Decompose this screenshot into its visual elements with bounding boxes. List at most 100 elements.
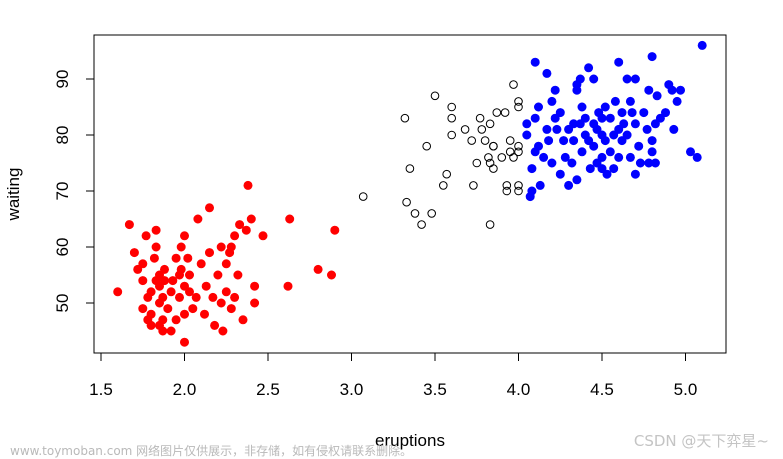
data-point-cluster-3 (609, 130, 619, 140)
data-point-cluster-3 (533, 141, 543, 151)
y-tick-label: 80 (53, 126, 72, 145)
data-point-cluster-2 (489, 141, 498, 151)
data-point-cluster-3 (580, 113, 590, 123)
data-point-cluster-2 (402, 197, 411, 207)
data-point-cluster-1 (230, 231, 240, 241)
data-point-cluster-1 (205, 248, 215, 258)
data-point-cluster-3 (572, 175, 582, 185)
x-axis-label: eruptions (375, 431, 445, 450)
data-point-cluster-1 (124, 220, 134, 230)
data-point-cluster-1 (158, 292, 168, 302)
data-point-cluster-3 (647, 147, 657, 157)
y-tick-label: 90 (53, 70, 72, 89)
data-point-cluster-1 (226, 242, 236, 252)
data-point-cluster-1 (151, 225, 161, 235)
data-point-cluster-3 (522, 119, 532, 129)
data-point-cluster-3 (619, 119, 629, 129)
data-point-cluster-3 (577, 147, 587, 157)
data-point-cluster-1 (208, 292, 218, 302)
data-point-cluster-3 (672, 96, 682, 106)
data-point-cluster-2 (447, 113, 457, 123)
data-point-cluster-2 (492, 108, 502, 117)
data-point-cluster-3 (622, 130, 632, 140)
data-point-cluster-1 (138, 259, 148, 269)
data-point-cluster-1 (210, 320, 220, 330)
data-point-cluster-3 (614, 124, 624, 134)
data-point-cluster-1 (218, 326, 228, 336)
x-tick-label: 1.5 (89, 380, 113, 399)
data-point-cluster-1 (235, 220, 245, 230)
data-point-cluster-3 (569, 136, 579, 146)
data-point-cluster-1 (146, 309, 156, 319)
data-point-cluster-1 (205, 203, 215, 213)
data-point-cluster-3 (609, 164, 619, 174)
data-point-cluster-3 (630, 119, 640, 129)
data-point-cluster-1 (133, 264, 143, 274)
data-point-cluster-1 (176, 242, 186, 252)
data-point-cluster-3 (527, 164, 537, 174)
data-point-cluster-1 (185, 270, 195, 280)
data-point-cluster-3 (625, 96, 635, 106)
data-point-cluster-2 (410, 209, 420, 218)
data-point-cluster-3 (585, 164, 595, 174)
data-point-cluster-2 (477, 125, 487, 134)
data-point-cluster-2 (358, 192, 368, 201)
data-point-cluster-3 (617, 136, 627, 146)
data-point-cluster-3 (605, 113, 615, 123)
data-point-cluster-3 (592, 158, 602, 168)
data-point-cluster-2 (475, 113, 485, 123)
data-point-cluster-1 (221, 259, 231, 269)
data-point-cluster-2 (485, 220, 495, 229)
data-point-cluster-3 (597, 113, 607, 123)
data-point-cluster-3 (547, 158, 557, 168)
data-point-cluster-3 (550, 113, 560, 123)
data-point-cluster-2 (514, 97, 523, 106)
data-point-cluster-1 (166, 287, 176, 297)
data-point-cluster-2 (447, 130, 457, 140)
data-point-cluster-3 (644, 85, 654, 95)
data-point-cluster-3 (627, 108, 637, 118)
data-point-cluster-1 (250, 281, 260, 291)
data-point-cluster-1 (155, 270, 165, 280)
data-point-cluster-1 (166, 326, 176, 336)
data-point-cluster-3 (542, 124, 552, 134)
data-point-cluster-3 (652, 91, 662, 101)
data-point-cluster-1 (138, 304, 148, 314)
data-point-cluster-2 (430, 91, 440, 101)
x-tick-label: 2.0 (173, 380, 197, 399)
data-point-cluster-2 (427, 209, 437, 218)
data-point-cluster-2 (405, 164, 415, 173)
data-point-cluster-1 (230, 292, 240, 302)
data-point-cluster-2 (505, 136, 515, 145)
data-point-cluster-2 (509, 80, 518, 89)
data-point-cluster-3 (617, 108, 627, 118)
data-point-cluster-1 (326, 270, 336, 280)
data-point-cluster-2 (489, 164, 498, 173)
data-point-cluster-1 (200, 309, 210, 319)
data-point-cluster-1 (180, 231, 190, 241)
data-point-cluster-3 (544, 136, 554, 146)
data-point-cluster-2 (502, 181, 512, 190)
data-point-cluster-3 (675, 85, 685, 95)
data-point-cluster-1 (183, 253, 193, 263)
data-point-cluster-3 (559, 136, 569, 146)
data-point-cluster-1 (196, 259, 206, 269)
data-point-cluster-1 (151, 242, 161, 252)
data-point-cluster-2 (480, 136, 490, 145)
y-axis: 50 60 70 80 90 (53, 70, 95, 312)
y-axis-label: waiting (4, 168, 23, 222)
data-point-cluster-3 (650, 158, 660, 168)
data-point-cluster-1 (250, 298, 260, 308)
data-point-cluster-1 (201, 281, 211, 291)
data-point-cluster-3 (600, 102, 610, 112)
data-point-cluster-3 (530, 113, 540, 123)
data-point-cluster-3 (555, 108, 565, 118)
data-point-cluster-3 (597, 164, 607, 174)
data-point-cluster-3 (555, 169, 565, 179)
data-point-cluster-3 (692, 152, 702, 162)
watermark-left: www.toymoban.com 网络图片仅供展示，非存储，如有侵权请联系删除。 (10, 444, 413, 458)
data-point-cluster-1 (193, 214, 203, 224)
data-point-cluster-3 (567, 158, 577, 168)
data-point-cluster-1 (158, 326, 168, 336)
